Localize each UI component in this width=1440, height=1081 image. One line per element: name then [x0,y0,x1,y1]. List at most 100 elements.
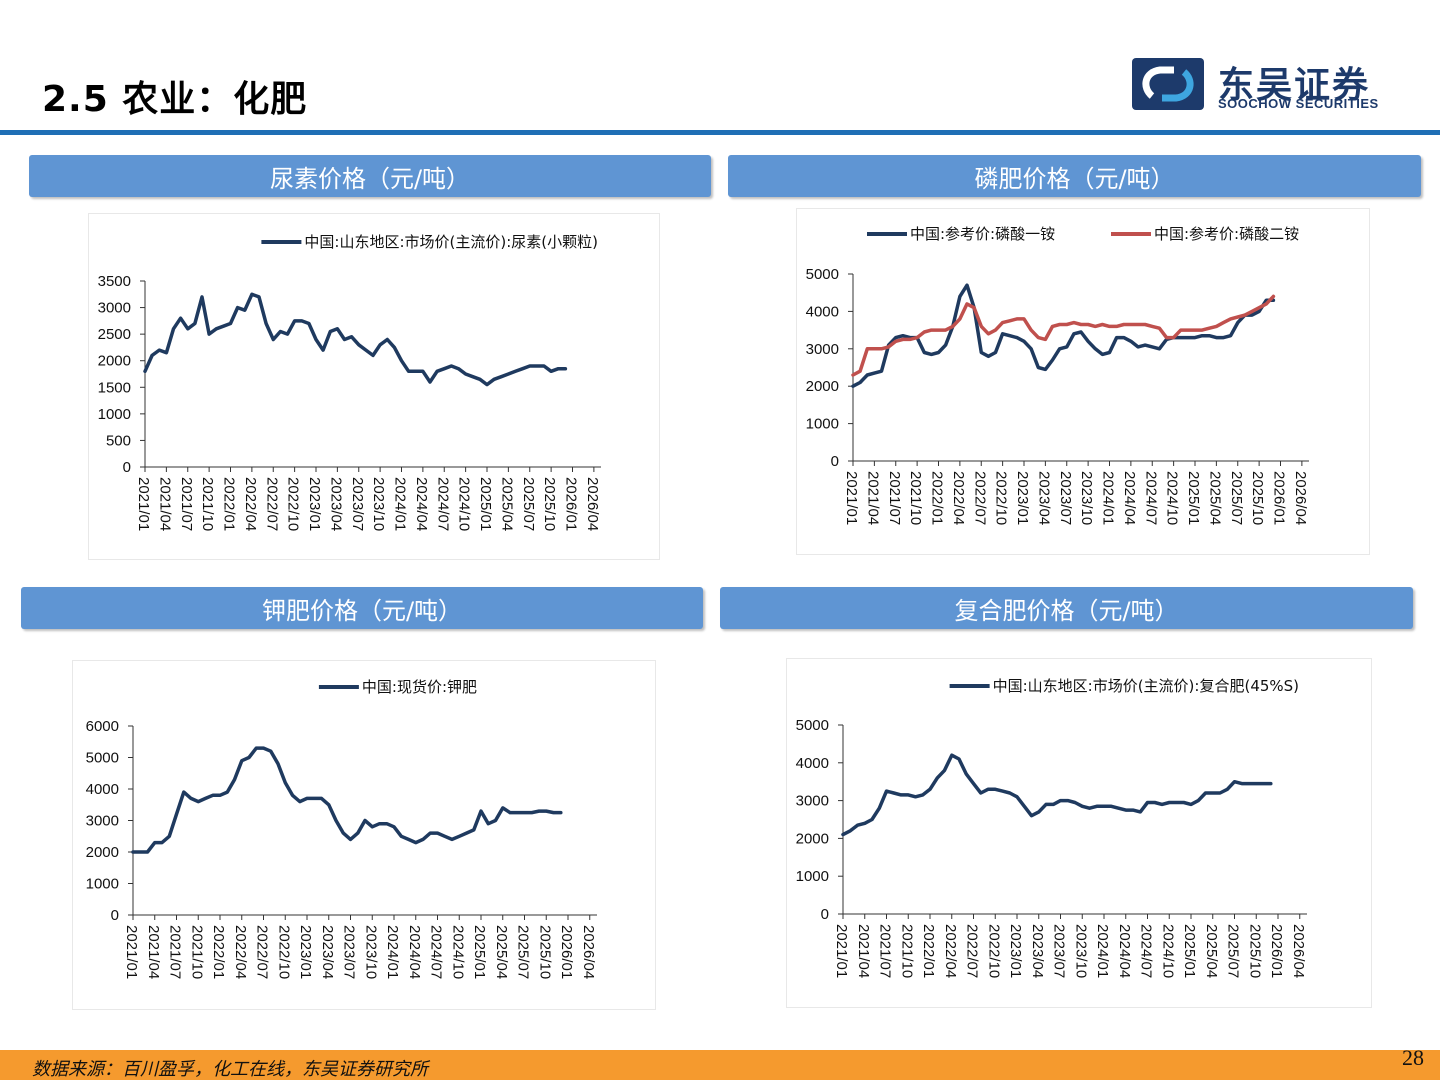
x-tick-label: 2021/07 [167,925,184,979]
x-tick-label: 2022/01 [920,924,937,978]
x-tick-label: 2023/04 [1029,924,1046,978]
x-tick-label: 2021/10 [907,471,924,525]
y-tick-label: 2000 [86,844,119,861]
x-tick-label: 2021/10 [199,477,216,531]
x-tick-label: 2023/04 [319,925,336,979]
x-tick-label: 2022/04 [942,924,959,978]
y-tick-label: 2000 [806,378,839,395]
x-tick-label: 2024/01 [1094,924,1111,978]
logo-name: 东吴证券 [1218,65,1371,106]
x-tick-label: 2021/10 [188,925,205,979]
legend-label: 中国:参考价:磷酸二铵 [1154,225,1299,243]
x-tick-label: 2024/01 [392,477,409,531]
x-tick-label: 2024/04 [1116,924,1133,978]
x-tick-label: 2022/07 [263,477,280,531]
x-tick-label: 2024/07 [428,925,445,979]
x-tick-label: 2022/04 [950,471,967,525]
y-tick-label: 4000 [86,781,119,798]
x-tick-label: 2023/07 [341,925,358,979]
x-tick-label: 2025/07 [1225,924,1242,978]
x-tick-label: 2024/07 [434,477,451,531]
x-tick-label: 2023/01 [1014,471,1031,525]
x-tick-label: 2026/04 [1292,471,1309,525]
x-tick-label: 2024/07 [1142,471,1159,525]
soochow-logo-icon [1132,58,1204,110]
page-number: 28 [1402,1045,1424,1070]
panel-header-phosphate: 磷肥价格（元/吨） [728,155,1421,197]
logo-subtitle: SOOCHOW SECURITIES [1218,96,1379,111]
x-tick-label: 2025/10 [541,477,558,531]
x-tick-label: 2023/10 [362,925,379,979]
y-tick-label: 1000 [796,868,829,885]
legend-label: 中国:山东地区:市场价(主流价):尿素(小颗粒) [304,233,598,251]
y-tick-label: 1000 [98,406,131,423]
x-tick-label: 2021/07 [886,471,903,525]
x-tick-label: 2022/07 [971,471,988,525]
compound-fertilizer-price-chart: 0 1000 2000 3000 4000 5000 2021/01 2021/04 2021/… [786,658,1372,1008]
x-tick-label: 2025/01 [471,925,488,979]
x-tick-label: 2021/01 [135,477,152,531]
x-tick-label: 2021/07 [877,924,894,978]
x-tick-label: 2021/01 [843,471,860,525]
x-tick-label: 2023/01 [306,477,323,531]
series-line [143,292,568,387]
x-tick-label: 2026/01 [1268,924,1285,978]
x-tick-label: 2022/01 [221,477,238,531]
footer-bar: 数据来源：百川盈孚，化工在线，东吴证券研究所 [0,1050,1440,1080]
x-tick-label: 2022/10 [985,924,1002,978]
x-tick-label: 2022/04 [232,925,249,979]
x-tick-label: 2024/04 [413,477,430,531]
x-tick-label: 2024/01 [1100,471,1117,525]
header-rule [0,130,1440,135]
y-tick-label: 2500 [98,326,131,343]
x-tick-label: 2025/04 [1206,471,1223,525]
y-tick-label: 5000 [796,717,829,734]
x-tick-label: 2021/01 [123,925,140,979]
x-tick-label: 2021/04 [156,477,173,531]
y-tick-label: 0 [123,459,131,476]
x-tick-label: 2025/10 [1249,471,1266,525]
x-tick-label: 2024/10 [449,925,466,979]
potash-price-chart: 0 1000 2000 3000 4000 5000 6000 2021/01 2021/04 2… [72,660,656,1010]
y-tick-label: 3000 [796,793,829,810]
x-tick-label: 2022/01 [929,471,946,525]
x-tick-label: 2025/07 [1228,471,1245,525]
x-tick-label: 2023/07 [349,477,366,531]
y-tick-label: 0 [831,453,839,470]
chart-svg: 0 1000 2000 3000 4000 5000 6000 2021/01 2021/04 2… [86,678,597,979]
x-tick-label: 2025/01 [477,477,494,531]
x-tick-label: 2026/01 [563,477,580,531]
chart-svg: 0 1000 2000 3000 4000 5000 2021/01 2021/04 2021/… [796,677,1307,978]
x-tick-label: 2021/01 [833,924,850,978]
phosphate-price-chart: 0 1000 2000 3000 4000 5000 2021/01 2021/04 2021/… [796,208,1370,555]
y-tick-label: 500 [106,432,131,449]
y-tick-label: 3000 [86,813,119,830]
data-source: 数据来源：百川盈孚，化工在线，东吴证券研究所 [32,1059,428,1080]
x-tick-label: 2026/01 [558,925,575,979]
panel-header-urea: 尿素价格（元/吨） [29,155,711,197]
panel-header-compound: 复合肥价格（元/吨） [720,587,1413,629]
x-tick-label: 2026/01 [1271,471,1288,525]
x-tick-label: 2023/01 [297,925,314,979]
x-tick-label: 2021/07 [178,477,195,531]
x-tick-label: 2024/10 [1164,471,1181,525]
x-tick-label: 2025/01 [1181,924,1198,978]
x-tick-label: 2026/04 [1290,924,1307,978]
x-tick-label: 2025/07 [520,477,537,531]
x-tick-label: 2022/07 [964,924,981,978]
x-tick-label: 2024/01 [384,925,401,979]
x-tick-label: 2025/04 [1203,924,1220,978]
panel-header-potash: 钾肥价格（元/吨） [21,587,703,629]
y-tick-label: 3000 [806,341,839,358]
x-tick-label: 2023/10 [1078,471,1095,525]
x-tick-label: 2023/07 [1057,471,1074,525]
legend-label: 中国:山东地区:市场价(主流价):复合肥(45%S) [993,677,1299,695]
series-line [851,294,1276,377]
y-tick-label: 1000 [806,416,839,433]
x-tick-label: 2024/10 [456,477,473,531]
x-tick-label: 2026/04 [580,925,597,979]
urea-price-chart: 0 500 1000 1500 2000 2500 3000 3500 2021/01 2021/… [88,213,660,560]
y-tick-label: 1000 [86,876,119,893]
x-tick-label: 2022/10 [275,925,292,979]
